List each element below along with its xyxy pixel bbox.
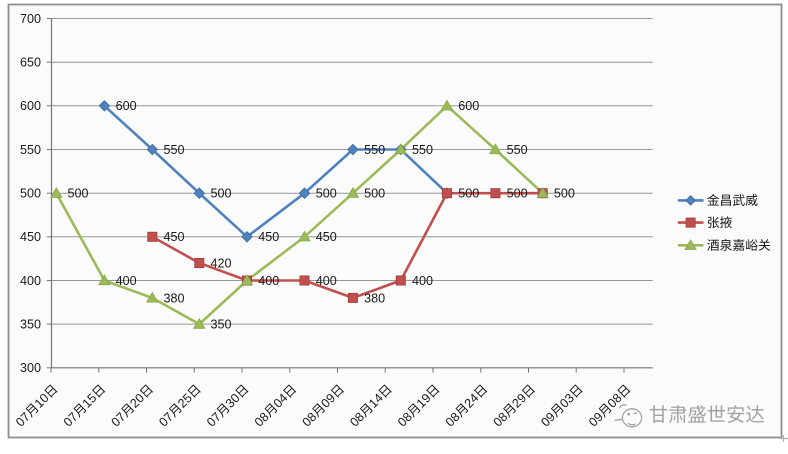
svg-text:450: 450 (316, 230, 337, 244)
svg-text:500: 500 (554, 187, 575, 201)
svg-text:400: 400 (258, 274, 279, 288)
svg-text:500: 500 (458, 187, 479, 201)
svg-text:700: 700 (20, 12, 41, 26)
svg-text:400: 400 (412, 274, 433, 288)
svg-text:550: 550 (507, 143, 528, 157)
svg-text:400: 400 (20, 274, 41, 288)
svg-text:500: 500 (68, 187, 89, 201)
svg-text:350: 350 (211, 318, 232, 332)
svg-text:500: 500 (507, 187, 528, 201)
svg-text:400: 400 (316, 274, 337, 288)
svg-text:450: 450 (164, 230, 185, 244)
svg-text:600: 600 (458, 99, 479, 113)
svg-text:450: 450 (258, 230, 279, 244)
svg-text:550: 550 (412, 143, 433, 157)
svg-text:350: 350 (20, 318, 41, 332)
svg-text:400: 400 (116, 274, 137, 288)
svg-text:420: 420 (211, 256, 232, 270)
svg-text:550: 550 (364, 143, 385, 157)
svg-text:380: 380 (364, 291, 385, 305)
svg-text:500: 500 (364, 187, 385, 201)
svg-text:600: 600 (20, 99, 41, 113)
svg-text:500: 500 (211, 187, 232, 201)
svg-text:380: 380 (164, 291, 185, 305)
svg-text:300: 300 (20, 361, 41, 375)
svg-text:450: 450 (20, 230, 41, 244)
svg-text:550: 550 (164, 143, 185, 157)
svg-text:600: 600 (116, 99, 137, 113)
svg-text:650: 650 (20, 56, 41, 70)
svg-text:550: 550 (20, 143, 41, 157)
svg-text:500: 500 (20, 187, 41, 201)
svg-text:500: 500 (316, 187, 337, 201)
